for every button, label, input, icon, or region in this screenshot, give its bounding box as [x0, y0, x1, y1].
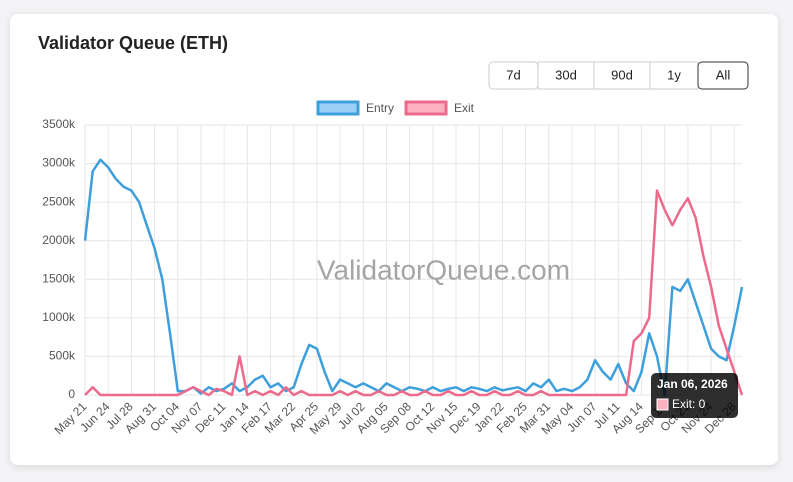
legend-swatch: [316, 100, 360, 116]
y-tick-label: 0: [68, 387, 75, 401]
y-tick-label: 1500k: [42, 271, 76, 285]
chart-title: Validator Queue (ETH): [38, 33, 228, 53]
tooltip-body: Exit: 0: [672, 397, 706, 411]
legend-label: Entry: [366, 101, 394, 115]
range-button-label[interactable]: 30d: [555, 67, 577, 82]
range-button-label[interactable]: 7d: [506, 67, 520, 82]
y-tick-label: 3000k: [42, 156, 76, 170]
tooltip-swatch: [656, 398, 669, 411]
legend-label: Exit: [454, 101, 475, 115]
tooltip-title: Jan 06, 2026: [657, 377, 728, 391]
range-button-label[interactable]: All: [716, 67, 731, 82]
range-button[interactable]: [697, 61, 749, 90]
watermark: ValidatorQueue.com: [317, 254, 570, 285]
legend-swatch: [404, 100, 448, 116]
y-tick-label: 1000k: [42, 310, 76, 324]
range-button-label[interactable]: 1y: [667, 67, 681, 82]
y-tick-label: 500k: [49, 349, 76, 363]
tooltip: [651, 373, 738, 418]
y-tick-label: 2000k: [42, 233, 76, 247]
series-line: [84, 189, 744, 397]
card: [10, 14, 778, 465]
y-tick-label: 2500k: [42, 194, 76, 208]
range-button-label[interactable]: 90d: [611, 67, 633, 82]
y-tick-label: 3500k: [42, 117, 76, 131]
range-button[interactable]: [537, 61, 595, 90]
range-button[interactable]: [649, 61, 699, 90]
